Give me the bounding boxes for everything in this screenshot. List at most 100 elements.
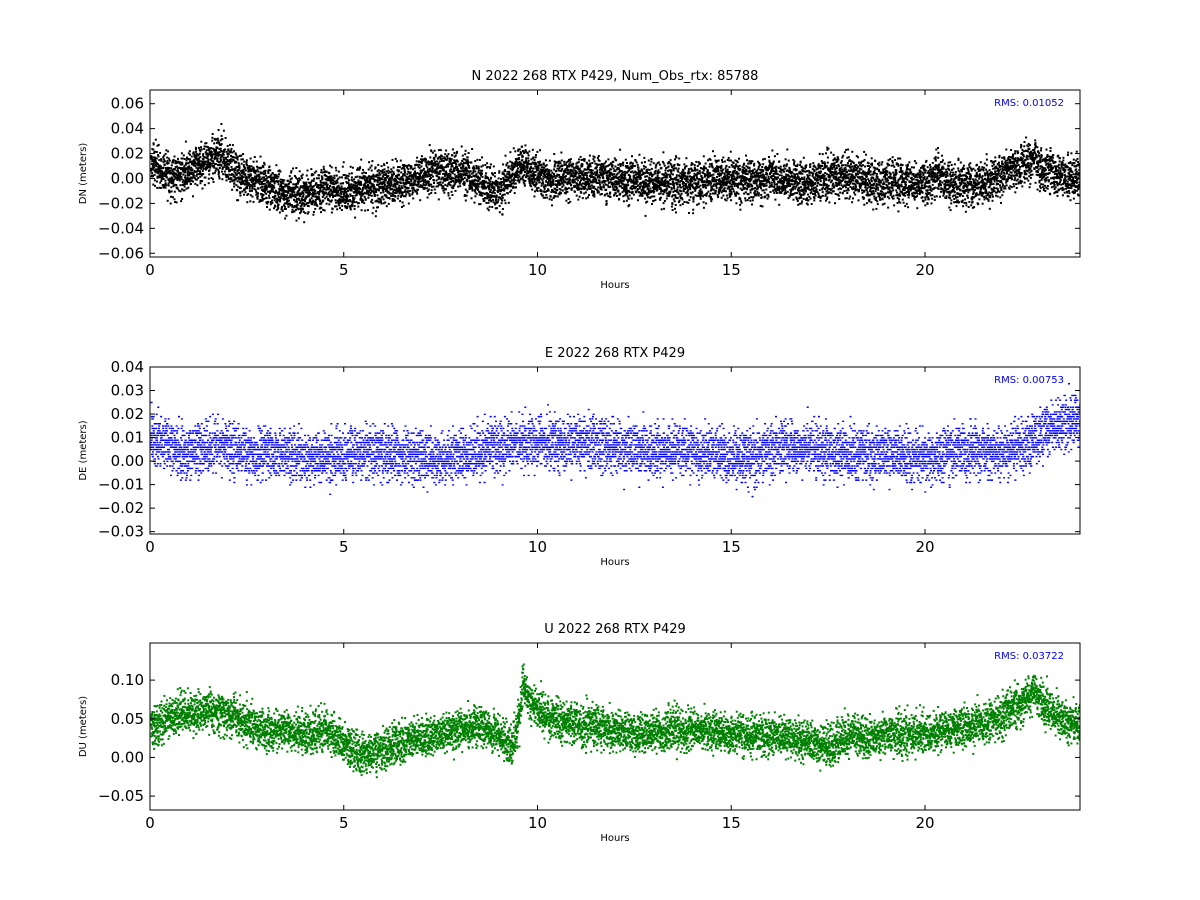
data-point	[206, 155, 209, 158]
data-point	[337, 170, 340, 173]
data-point	[281, 189, 284, 192]
data-point	[345, 180, 348, 183]
data-point	[546, 177, 549, 180]
data-point	[524, 171, 526, 174]
data-point	[372, 206, 375, 209]
data-point	[253, 188, 256, 190]
data-point	[453, 155, 456, 158]
data-point	[644, 166, 647, 169]
data-point	[639, 185, 641, 188]
data-point	[276, 200, 279, 203]
data-point	[279, 196, 282, 199]
data-point	[383, 164, 386, 167]
data-point	[259, 171, 262, 174]
data-point	[439, 170, 442, 173]
data-point	[507, 166, 510, 169]
data-point	[518, 161, 521, 163]
data-point	[251, 189, 253, 192]
data-point	[511, 162, 514, 165]
data-point	[527, 154, 530, 157]
data-point	[544, 170, 547, 173]
data-point	[370, 200, 373, 203]
data-point	[560, 192, 562, 195]
data-point	[299, 210, 302, 213]
data-point	[239, 187, 242, 189]
data-point	[633, 165, 636, 167]
data-point	[638, 170, 641, 173]
data-point	[529, 167, 531, 170]
data-point	[256, 195, 259, 198]
data-point	[281, 209, 284, 212]
data-point	[353, 197, 356, 200]
data-point	[170, 176, 173, 179]
data-point	[426, 187, 429, 190]
data-point	[580, 158, 583, 161]
data-point	[510, 176, 512, 179]
data-point	[569, 161, 572, 164]
data-point	[257, 187, 260, 190]
data-point	[596, 171, 599, 174]
data-point	[258, 180, 260, 183]
data-point	[264, 169, 267, 172]
data-point	[368, 194, 371, 197]
data-point	[431, 167, 434, 170]
data-point	[444, 183, 447, 186]
data-point	[307, 195, 310, 198]
data-point	[385, 205, 388, 208]
data-point	[558, 167, 561, 170]
data-point	[220, 164, 223, 167]
data-point	[663, 200, 666, 202]
data-point	[274, 189, 277, 192]
data-point	[165, 149, 168, 152]
data-point	[532, 176, 535, 179]
data-point	[349, 208, 352, 211]
data-point	[606, 172, 609, 175]
data-point	[305, 181, 308, 184]
data-point	[657, 169, 660, 172]
data-point	[240, 162, 243, 165]
data-point	[167, 150, 170, 153]
data-point	[288, 202, 291, 205]
data-point	[185, 167, 188, 170]
data-point	[517, 170, 520, 173]
data-point	[656, 170, 659, 173]
data-point	[184, 140, 187, 143]
data-point	[605, 188, 608, 191]
data-point	[502, 177, 505, 180]
data-point	[553, 173, 555, 176]
data-point	[262, 188, 265, 191]
data-point	[153, 166, 156, 169]
data-point	[449, 175, 452, 177]
data-point	[497, 186, 500, 188]
data-point	[592, 155, 595, 158]
data-point	[213, 163, 216, 166]
data-point	[254, 189, 257, 191]
data-point	[207, 160, 210, 163]
data-point	[411, 191, 414, 194]
data-point	[588, 194, 590, 196]
data-point	[411, 187, 414, 190]
data-point	[354, 176, 357, 179]
data-point	[451, 165, 454, 168]
data-point	[203, 183, 206, 186]
data-point	[204, 176, 207, 179]
data-point	[261, 176, 264, 179]
data-point	[569, 182, 572, 185]
data-point	[222, 156, 225, 159]
data-point	[635, 186, 638, 189]
data-point	[344, 176, 347, 179]
data-point	[359, 198, 362, 201]
data-point	[309, 191, 311, 194]
data-point	[653, 195, 656, 198]
data-point	[515, 159, 518, 162]
data-point	[561, 168, 564, 171]
data-point	[293, 198, 295, 201]
data-point	[454, 182, 457, 185]
data-point	[558, 174, 561, 176]
data-point	[582, 170, 585, 173]
data-point	[441, 168, 444, 171]
data-point	[388, 197, 391, 200]
data-point	[201, 160, 204, 163]
data-point	[611, 164, 614, 167]
